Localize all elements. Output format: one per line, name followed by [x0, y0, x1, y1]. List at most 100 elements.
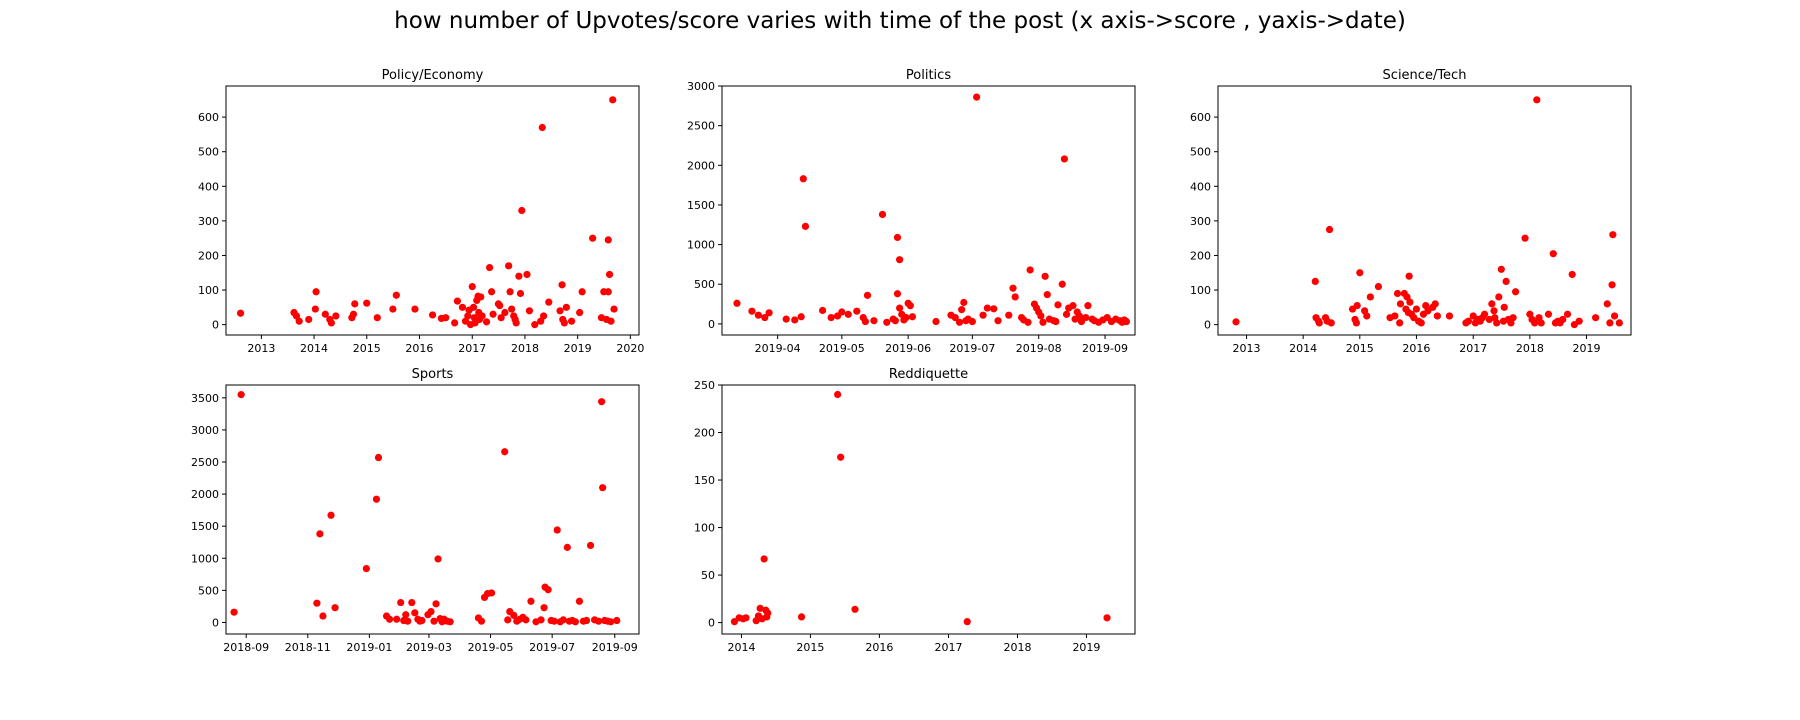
data-point	[1005, 311, 1013, 319]
y-tick-label: 1500	[191, 520, 219, 533]
y-tick-label: 250	[694, 379, 715, 392]
data-point	[373, 314, 381, 322]
x-tick-label: 2019-01	[346, 641, 392, 654]
data-point	[458, 303, 467, 311]
data-point	[362, 564, 370, 573]
data-point	[305, 315, 313, 324]
data-point	[576, 308, 584, 317]
data-point	[236, 309, 245, 317]
data-point	[430, 617, 438, 625]
data-point	[501, 448, 509, 456]
y-tick-label: 500	[198, 146, 219, 159]
data-point	[761, 313, 769, 322]
data-point	[501, 308, 509, 317]
x-tick-label: 2019	[564, 342, 592, 355]
data-point	[983, 304, 991, 312]
data-point	[1610, 312, 1619, 320]
data-point	[468, 282, 476, 291]
data-point	[1060, 155, 1068, 163]
data-point	[1356, 269, 1364, 277]
data-point	[1052, 317, 1060, 326]
x-tick-label: 2016	[405, 342, 433, 355]
data-point	[607, 317, 615, 325]
data-point	[1011, 293, 1019, 301]
data-point	[558, 281, 566, 289]
data-point	[575, 597, 584, 605]
y-tick-label: 100	[1190, 284, 1211, 297]
data-point	[1232, 318, 1240, 326]
data-point	[1311, 277, 1319, 285]
data-point	[994, 317, 1002, 325]
data-point	[968, 317, 976, 326]
data-point	[908, 313, 917, 321]
data-point	[1495, 293, 1503, 301]
x-tick-label: 2018-09	[223, 641, 269, 654]
x-tick-label: 2016	[865, 641, 893, 654]
data-point	[797, 613, 806, 621]
x-tick-label: 2019	[1072, 641, 1100, 654]
subplot-title: Policy/Economy	[382, 68, 484, 83]
data-point	[527, 597, 535, 605]
data-point	[870, 317, 878, 325]
data-point	[834, 390, 842, 399]
data-point	[385, 615, 394, 623]
data-point	[1464, 317, 1473, 325]
data-point	[1493, 319, 1501, 327]
x-tick-label: 2013	[247, 342, 275, 355]
data-point	[553, 526, 561, 534]
y-tick-label: 0	[212, 616, 219, 629]
data-point	[782, 315, 790, 323]
data-point	[374, 453, 383, 462]
data-point	[765, 309, 773, 317]
data-point	[434, 555, 442, 563]
data-point	[1024, 318, 1032, 326]
data-point	[582, 616, 591, 625]
data-point	[453, 297, 462, 305]
data-point	[327, 319, 335, 327]
data-point	[1069, 302, 1077, 310]
y-tick-label: 500	[694, 278, 715, 291]
data-point	[607, 618, 615, 626]
data-point	[1352, 319, 1360, 327]
data-point	[1568, 270, 1576, 279]
data-point	[960, 298, 968, 307]
y-tick-label: 50	[701, 569, 715, 582]
data-point	[351, 300, 359, 308]
data-point	[595, 617, 603, 625]
data-point	[589, 234, 597, 242]
data-point	[389, 305, 397, 313]
data-point	[411, 609, 419, 617]
y-tick-label: 600	[198, 111, 219, 124]
data-point	[1054, 301, 1062, 309]
data-point	[1575, 317, 1583, 325]
subplot-title: Reddiquette	[889, 367, 968, 382]
data-point	[540, 604, 548, 612]
x-tick-label: 2019-09	[1082, 342, 1128, 355]
data-point	[392, 291, 400, 299]
data-point	[525, 307, 534, 315]
data-point	[963, 618, 971, 626]
data-point	[562, 303, 570, 311]
data-point	[1417, 319, 1425, 327]
data-point	[906, 302, 914, 310]
data-point	[1592, 314, 1600, 322]
data-point	[604, 236, 612, 244]
data-point	[477, 293, 485, 301]
data-point	[531, 321, 539, 329]
y-tick-label: 2500	[687, 120, 715, 133]
data-point	[505, 262, 513, 270]
data-point	[1325, 225, 1334, 234]
data-point	[1393, 289, 1402, 298]
x-tick-label: 2015	[353, 342, 381, 355]
x-tick-label: 2018	[1003, 641, 1031, 654]
plot-frame	[225, 85, 640, 336]
data-point	[523, 270, 531, 279]
data-point	[313, 599, 321, 607]
data-point	[404, 617, 412, 625]
data-point	[515, 272, 523, 280]
data-point	[891, 317, 899, 325]
y-tick-label: 1500	[687, 199, 715, 212]
data-point	[973, 93, 981, 101]
x-tick-label: 2015	[1346, 342, 1374, 355]
